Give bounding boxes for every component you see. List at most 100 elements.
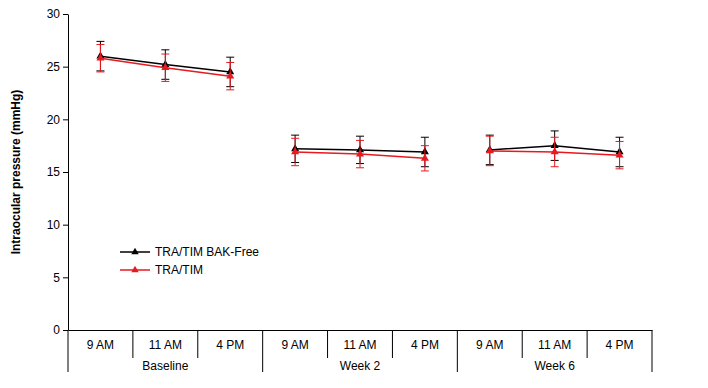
y-tick-mark [63,225,68,226]
error-cap [421,145,429,146]
error-bar [551,137,559,166]
x-divider [392,330,393,358]
error-bar [356,140,364,167]
legend-label: TRA/TIM [155,263,203,277]
y-tick: 0 [53,323,68,337]
error-cap [161,49,169,50]
x-tick: 11 AM [343,330,376,352]
y-tick-label: 0 [53,323,60,337]
error-cap [96,44,104,45]
error-cap [161,54,169,55]
error-bar [96,45,104,72]
error-cap [486,165,494,166]
error-cap [291,135,299,136]
error-bar [616,141,624,168]
x-tick-label: 4 PM [606,338,634,352]
y-tick-label: 20 [47,113,61,127]
plot-root: 0 5 10 15 20 25 30 9 AM 11 AM 4 PM 9 AM 11 AM 4 PM 9 … [47,7,653,373]
marker [486,146,494,153]
y-tick: 10 [47,218,68,232]
y-tick: 25 [47,60,68,74]
x-divider [327,330,328,358]
error-bar [226,62,234,89]
legend-marker [131,248,138,254]
error-cap [291,165,299,166]
error-cap [226,57,234,58]
error-cap [291,138,299,139]
error-cap [96,71,104,72]
legend-item: TRA/TIM BAK-Free [120,245,259,259]
chart-container: 0 5 10 15 20 25 30 9 AM 11 AM 4 PM 9 AM 11 AM 4 PM 9 … [0,0,708,388]
marker [226,72,234,79]
group-label: Week 6 [534,359,575,373]
marker [356,149,364,156]
x-tick: 4 PM [216,330,244,352]
x-divider [587,330,588,358]
x-tick: 9 AM [281,330,308,352]
error-cap [551,137,559,138]
marker [291,147,299,154]
y-axis-line [68,15,69,331]
x-tick: 4 PM [411,330,439,352]
x-tick-label: 9 AM [87,338,114,352]
marker [616,151,624,158]
x-axis-line [69,330,653,331]
legend-item: TRA/TIM [120,263,203,277]
marker [96,54,104,61]
y-tick-mark [63,172,68,173]
x-divider [652,330,653,372]
error-cap [226,89,234,90]
group-label: Week 2 [340,359,381,373]
x-tick-label: 11 AM [343,338,376,352]
error-cap [421,170,429,171]
x-dividers [68,330,652,372]
y-tick-label: 10 [47,218,61,232]
x-tick: 11 AM [149,330,182,352]
y-axis: 0 5 10 15 20 25 30 [47,7,69,337]
y-tick: 15 [47,165,68,179]
group-labels: Baseline Week 2 Week 6 [142,359,575,373]
y-tick-label: 5 [53,271,60,285]
x-tick-label: 4 PM [411,338,439,352]
y-tick-mark [63,14,68,15]
error-cap [616,168,624,169]
legend-label: TRA/TIM BAK-Free [155,245,259,259]
x-divider [262,330,263,372]
legend: TRA/TIM BAK-Free TRA/TIM [120,245,259,277]
error-cap [486,135,494,136]
x-tick: 9 AM [476,330,503,352]
error-cap [161,81,169,82]
x-tick-label: 4 PM [216,338,244,352]
error-cap [356,140,364,141]
error-cap [616,137,624,138]
marker [551,147,559,154]
y-tick-label: 15 [47,165,61,179]
x-tick-label: 11 AM [149,338,182,352]
error-bar [421,146,429,171]
group-label: Baseline [142,359,188,373]
marker [421,154,429,161]
legend-marker [131,266,138,272]
x-divider [68,330,69,372]
y-tick-mark [63,67,68,68]
error-cap [421,137,429,138]
x-tick: 4 PM [606,330,634,352]
marker [161,63,169,70]
error-cap [486,136,494,137]
x-tick: 11 AM [538,330,571,352]
y-tick-label: 30 [47,7,61,21]
error-cap [96,41,104,42]
error-cap [616,141,624,142]
error-cap [226,62,234,63]
x-tick-label: 9 AM [281,338,308,352]
series [96,45,623,171]
x-divider [522,330,523,358]
x-divider [132,330,133,358]
y-tick: 20 [47,113,68,127]
chart-svg: 0 5 10 15 20 25 30 9 AM 11 AM 4 PM 9 AM 11 AM 4 PM 9 … [0,0,708,388]
x-tick-label: 9 AM [476,338,503,352]
error-cap [551,166,559,167]
error-cap [551,130,559,131]
x-divider [457,330,458,372]
y-tick-label: 25 [47,60,61,74]
